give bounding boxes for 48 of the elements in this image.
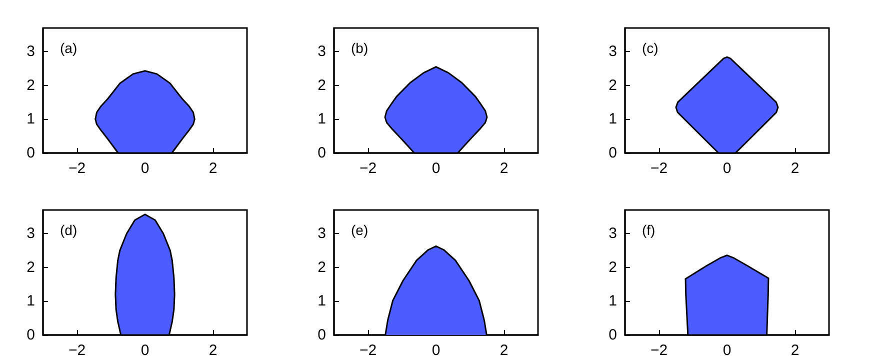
y-tick-label: 3: [608, 43, 617, 60]
x-tick-label: 0: [432, 342, 440, 359]
text: (d): [60, 222, 78, 238]
x-tick-label: 2: [790, 160, 800, 177]
x-tick-label: 2: [208, 160, 218, 177]
y-tick-label: 2: [318, 258, 326, 276]
x-tick-label: −2: [68, 160, 86, 177]
y-tick-label: 0: [26, 144, 35, 162]
y-tick-label: 1: [318, 110, 326, 128]
y-tick-label: 2: [318, 76, 326, 94]
y-tick-label: 0: [608, 326, 617, 344]
y-tick-label: 2: [608, 258, 617, 276]
text: (f): [642, 222, 656, 238]
x-tick-label: 2: [790, 342, 800, 359]
y-tick-label: 0: [318, 326, 326, 344]
y-tick-label: 0: [608, 144, 617, 162]
x-tick-label: −2: [650, 160, 668, 177]
y-tick-label: 1: [608, 292, 617, 310]
x-tick-label: −2: [359, 342, 377, 359]
x-tick-label: 0: [432, 160, 440, 177]
x-tick-label: −2: [650, 342, 668, 359]
y-tick-label: 3: [26, 225, 35, 242]
x-tick-label: 2: [208, 342, 218, 359]
x-tick-label: 0: [140, 342, 150, 359]
y-tick-label: 1: [318, 292, 326, 310]
x-tick-label: −2: [359, 160, 377, 177]
y-tick-label: 3: [608, 225, 617, 242]
y-tick-label: 2: [26, 258, 35, 276]
text: (a): [60, 40, 78, 56]
text: (c): [642, 40, 658, 56]
text: (e): [351, 222, 368, 238]
y-tick-label: 2: [26, 76, 35, 94]
x-tick-label: 0: [722, 342, 732, 359]
y-tick-label: 3: [318, 43, 326, 60]
x-tick-label: 0: [140, 160, 150, 177]
y-tick-label: 2: [608, 76, 617, 94]
text: (b): [351, 40, 368, 56]
y-tick-label: 3: [26, 43, 35, 60]
y-tick-label: 3: [318, 225, 326, 242]
y-tick-label: 1: [26, 292, 35, 310]
y-tick-label: 0: [318, 144, 326, 162]
x-tick-label: 2: [500, 342, 508, 359]
y-tick-label: 1: [608, 110, 617, 128]
y-tick-label: 1: [26, 110, 35, 128]
x-tick-label: −2: [68, 342, 86, 359]
x-tick-label: 0: [722, 160, 732, 177]
y-tick-label: 0: [26, 326, 35, 344]
x-tick-label: 2: [500, 160, 508, 177]
